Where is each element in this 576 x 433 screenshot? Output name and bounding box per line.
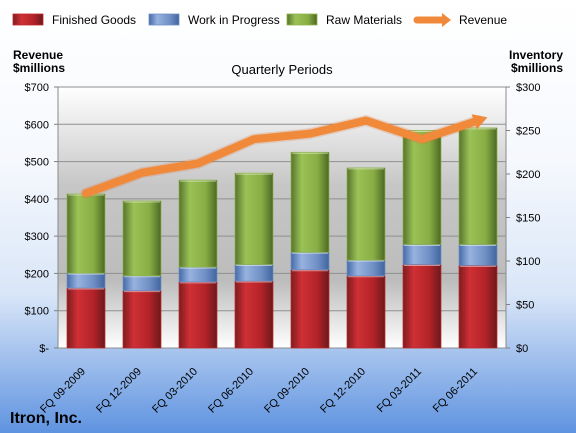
work-in-progress-bar: [66, 272, 106, 289]
work-in-progress-bar: [402, 244, 442, 265]
work-in-progress-bar: [346, 259, 386, 277]
raw-materials-bar: [458, 127, 498, 245]
legend-label: Work in Progress: [188, 13, 280, 27]
finished-goods-bar: [122, 290, 162, 349]
revenue-arrowhead: [471, 114, 488, 130]
raw-materials-bar: [346, 167, 386, 261]
left-axis-ticks: $- $100 $200 $300 $400 $500 $600 $700: [25, 82, 58, 355]
raw-materials-bar: [290, 151, 330, 253]
left-axis-label-line2: $millions: [13, 61, 65, 75]
right-tick-label: $150: [516, 213, 540, 225]
legend-arrowhead: [442, 13, 451, 27]
right-tick-label: $0: [516, 343, 528, 355]
right-tick-label: $300: [516, 82, 540, 94]
work-in-progress-bar: [178, 266, 218, 283]
right-axis-ticks: $0 $50 $100 $150 $200 $250 $300: [506, 82, 540, 355]
finished-goods-bar: [234, 280, 274, 349]
right-tick-label: $200: [516, 169, 540, 181]
legend-label: Revenue: [459, 13, 507, 27]
work-in-progress-bar: [234, 264, 274, 282]
left-tick-label: $400: [25, 194, 49, 206]
right-axis-label-line2: $millions: [511, 61, 563, 75]
raw-materials-bar: [122, 200, 162, 277]
finished-goods-bar: [66, 287, 106, 349]
bars: [66, 127, 498, 349]
left-tick-label: $600: [25, 119, 49, 131]
raw-materials-bar: [178, 179, 218, 268]
chart-title: Quarterly Periods: [231, 62, 333, 77]
legend: Finished Goods Work in Progress Raw Materi…: [12, 13, 507, 27]
work-in-progress-bar: [122, 275, 162, 291]
right-tick-label: $50: [516, 300, 534, 312]
left-tick-label: $200: [25, 268, 49, 280]
work-in-progress-bar: [458, 244, 498, 266]
company-name: Itron, Inc.: [10, 410, 82, 427]
finished-goods-bar: [290, 269, 330, 349]
legend-swatch: [286, 13, 318, 26]
right-tick-label: $250: [516, 126, 540, 138]
finished-goods-bar: [458, 265, 498, 349]
finished-goods-bar: [402, 264, 442, 349]
right-tick-label: $100: [516, 256, 540, 268]
legend-label: Raw Materials: [326, 13, 402, 27]
raw-materials-bar: [402, 130, 442, 245]
left-tick-label: $300: [25, 231, 49, 243]
left-tick-label: $-: [39, 343, 49, 355]
work-in-progress-bar: [290, 251, 330, 271]
legend-swatch: [12, 13, 44, 26]
left-tick-label: $700: [25, 82, 49, 94]
revenue-line-group: [80, 114, 488, 199]
legend-swatch: [148, 13, 180, 26]
revenue-line: [82, 116, 482, 198]
legend-label: Finished Goods: [52, 13, 136, 27]
left-tick-label: $100: [25, 306, 49, 318]
finished-goods-bar: [346, 275, 386, 349]
left-tick-label: $500: [25, 157, 49, 169]
right-axis-label-line1: Inventory: [509, 48, 563, 62]
finished-goods-bar: [178, 281, 218, 349]
raw-materials-bar: [66, 193, 106, 274]
left-axis-label-line1: Revenue: [13, 48, 63, 62]
raw-materials-bar: [234, 172, 274, 265]
